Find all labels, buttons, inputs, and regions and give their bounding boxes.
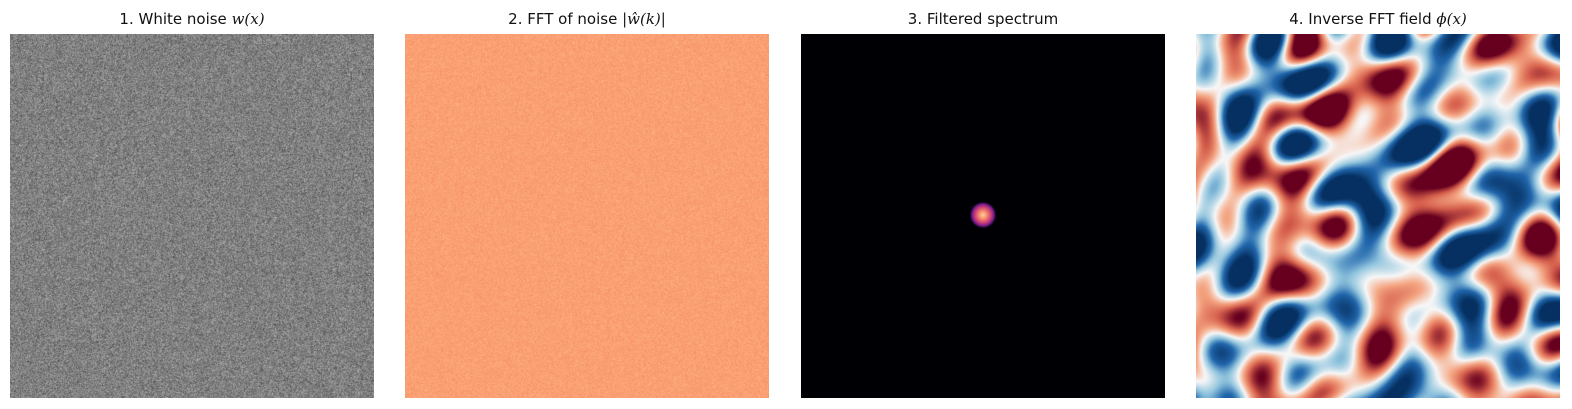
panel-white-noise: 1. White noise w(x) [10,0,374,409]
panel-filtered-spectrum: 3. Filtered spectrum [801,0,1165,409]
panel-title: 3. Filtered spectrum [907,10,1059,28]
white-noise-image [10,34,374,398]
panel-title: 1. White noise w(x) [119,10,265,28]
panel-title: 4. Inverse FFT field ϕ(x) [1289,10,1467,28]
fft-magnitude-image [405,34,769,398]
panel-inverse-fft: 4. Inverse FFT field ϕ(x) [1196,0,1560,409]
inverse-fft-field-image [1196,34,1560,398]
filtered-spectrum-image [801,34,1165,398]
panel-fft-noise: 2. FFT of noise |ŵ(k)| [405,0,769,409]
panel-title: 2. FFT of noise |ŵ(k)| [508,10,666,28]
